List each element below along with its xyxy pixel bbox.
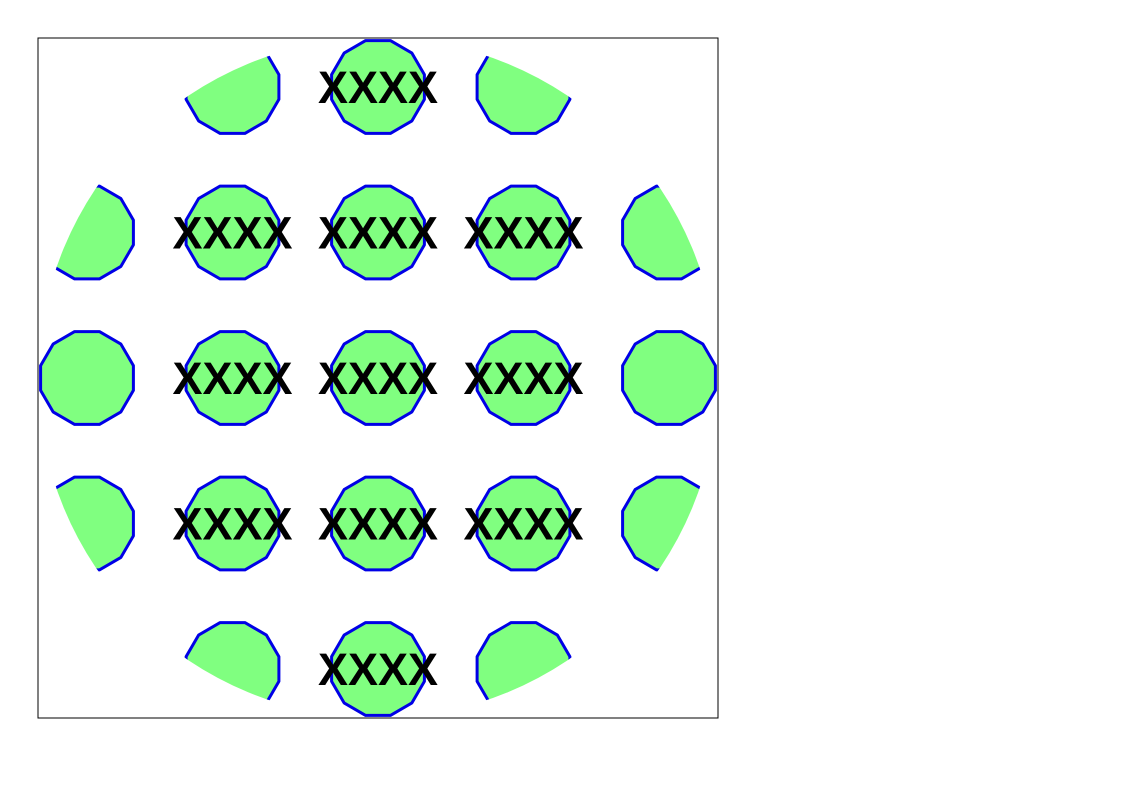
cell-label-r2-c2: XXXX (318, 353, 438, 404)
cell-r3-c4 (621, 475, 717, 572)
cell-label-r1-c3: XXXX (463, 208, 583, 259)
cell-r3-c2 (330, 475, 426, 572)
cell-r3-c1 (184, 475, 281, 572)
cell-label-r3-c2: XXXX (318, 499, 438, 550)
cell-label-r3-c1: XXXX (172, 499, 292, 550)
cell-label-r0-c2: XXXX (318, 62, 438, 113)
cell-r0-c3 (475, 39, 572, 135)
cell-r2-c1 (184, 330, 281, 426)
cell-r1-c1 (184, 184, 281, 281)
cell-r1-c4 (621, 184, 717, 281)
cell-r1-c3 (475, 184, 572, 281)
cell-label-r4-c2: XXXX (318, 644, 438, 695)
cell-label-r1-c2: XXXX (318, 208, 438, 259)
cell-r0-c1 (184, 39, 281, 135)
cell-r2-c2 (330, 330, 426, 426)
plot-frame (37, 37, 719, 719)
cell-label-r2-c1: XXXX (172, 353, 292, 404)
cell-r0-c2 (330, 39, 426, 135)
cell-labels: XXXX XXXX XXXX XXXX XXXX XXXX XXXX XXXX XXXX XXXX… (172, 62, 583, 695)
cell-r3-c3 (475, 475, 572, 572)
cell-label-r1-c1: XXXX (172, 208, 292, 259)
cell-r4-c1 (184, 621, 281, 717)
cell-label-r2-c3: XXXX (463, 353, 583, 404)
cell-r1-c0 (39, 184, 135, 281)
cell-r4-c2 (330, 621, 426, 717)
cell-r4-c3 (475, 621, 572, 717)
cell-r2-c4 (621, 330, 717, 426)
cell-r2-c3 (475, 330, 572, 426)
cell-label-r3-c3: XXXX (463, 499, 583, 550)
cell-r1-c2 (330, 184, 426, 281)
cell-r3-c0 (39, 475, 135, 572)
cell-r2-c0 (39, 330, 135, 426)
